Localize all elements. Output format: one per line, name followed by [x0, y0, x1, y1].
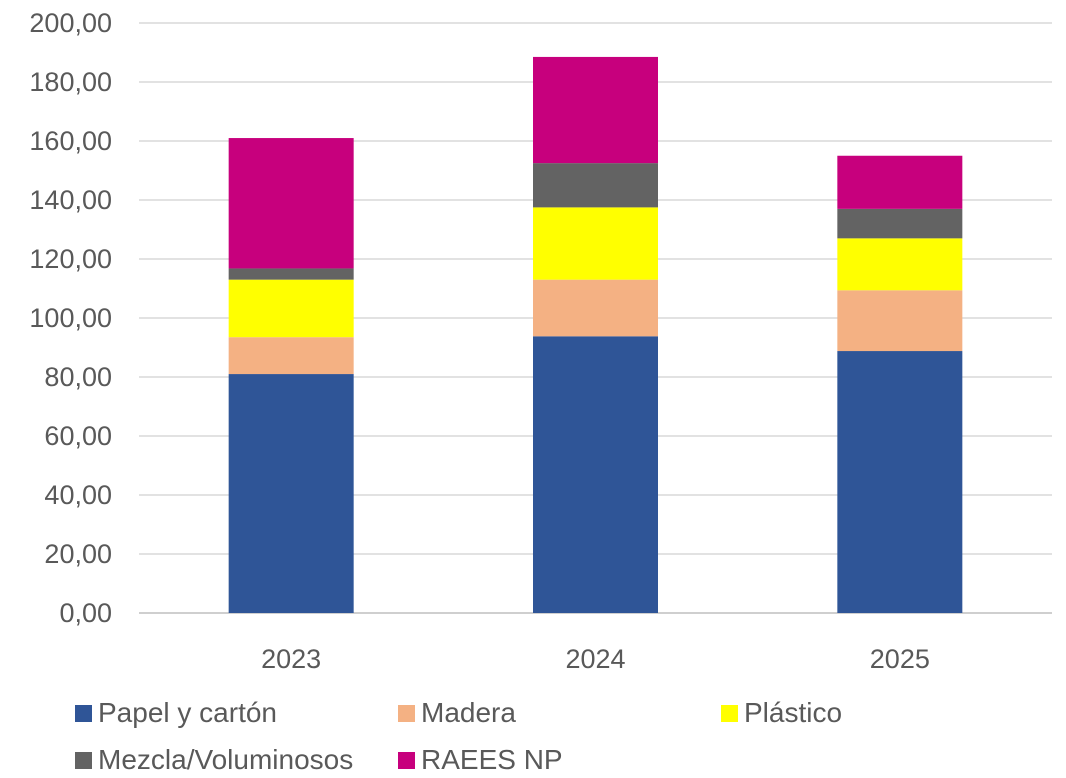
y-tick-label: 160,00 [29, 126, 112, 156]
bar-segment [228, 138, 354, 269]
bar-segment [533, 279, 658, 337]
y-tick-label: 40,00 [44, 480, 112, 510]
bar-segment [533, 163, 658, 208]
y-tick-label: 80,00 [44, 362, 112, 392]
bar-segment [228, 279, 354, 338]
y-tick-label: 200,00 [29, 8, 112, 38]
y-tick-label: 140,00 [29, 185, 112, 215]
bar-segment [533, 207, 658, 280]
bar-segment [533, 56, 658, 164]
x-tick-label: 2025 [870, 644, 930, 674]
bar-segment [228, 337, 354, 375]
y-tick-label: 120,00 [29, 244, 112, 274]
y-tick-label: 20,00 [44, 539, 112, 569]
bar-segment [228, 374, 354, 613]
bar-segment [837, 155, 963, 209]
x-axis-tick-labels: 2023 2024 2025 [261, 644, 930, 674]
y-tick-label: 0,00 [59, 598, 112, 628]
bar-segment [533, 336, 658, 613]
bar-segment [837, 208, 963, 239]
y-axis-tick-labels: 0,00 20,00 40,00 60,00 80,00 100,00 120,00 140,… [29, 8, 112, 628]
x-tick-label: 2024 [565, 644, 625, 674]
y-tick-label: 100,00 [29, 303, 112, 333]
bar-segment [837, 290, 963, 352]
bar-segment [837, 351, 963, 613]
y-tick-label: 60,00 [44, 421, 112, 451]
x-tick-label: 2023 [261, 644, 321, 674]
y-tick-label: 180,00 [29, 67, 112, 97]
bar-segment [837, 238, 963, 291]
bars [228, 56, 963, 613]
bar-segment [228, 268, 354, 280]
